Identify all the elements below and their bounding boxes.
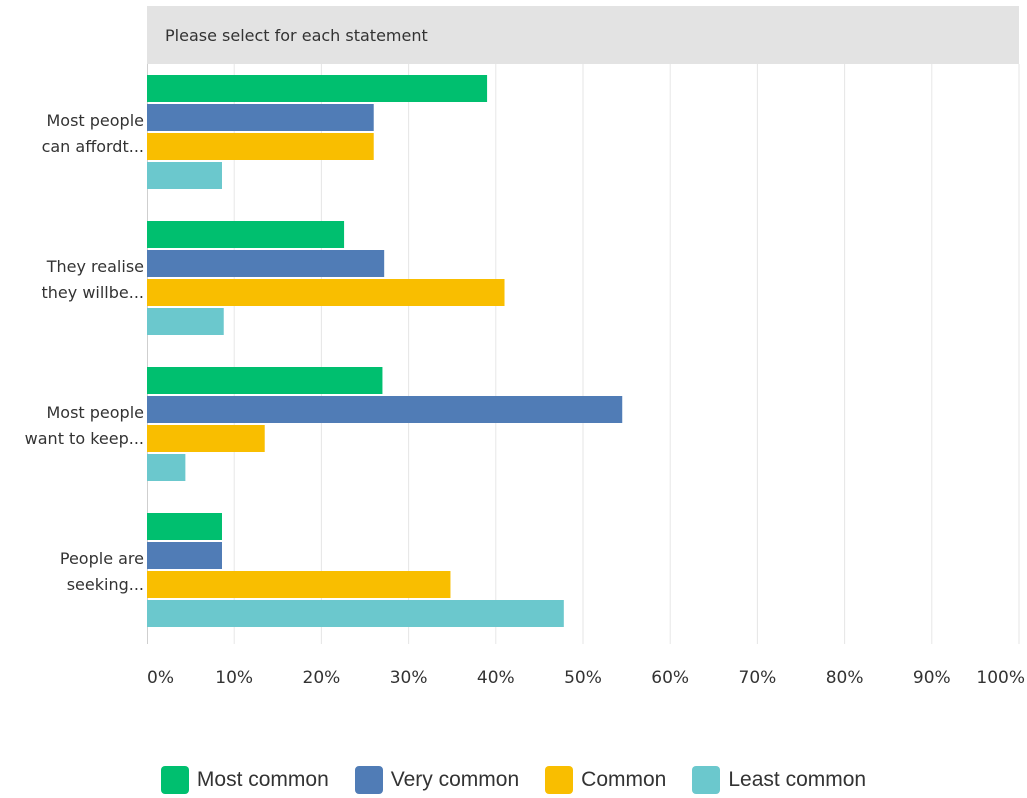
category-label: they willbe... (42, 283, 145, 302)
bar (147, 162, 222, 189)
x-tick-label: 70% (739, 668, 777, 688)
x-tick-label: 0% (147, 668, 174, 688)
x-tick-label: 60% (651, 668, 689, 688)
legend-item: Most common (160, 766, 329, 794)
legend-swatch (354, 766, 383, 794)
chart-header-band (147, 6, 1019, 64)
legend-swatch (545, 766, 574, 794)
bar (147, 279, 505, 306)
legend-label: Common (581, 768, 667, 791)
bar (147, 425, 265, 452)
legend-label: Least common (728, 768, 867, 791)
bar (147, 454, 186, 481)
bar (147, 308, 224, 335)
category-label: Most people (46, 111, 144, 130)
bar (147, 571, 451, 598)
bar-chart: Please select for each statement Most pe… (25, 6, 1025, 688)
legend-label: Very common (390, 768, 520, 791)
category-label: seeking... (67, 575, 144, 594)
x-tick-label: 30% (390, 668, 428, 688)
x-tick-label: 50% (564, 668, 602, 688)
bar (147, 396, 623, 423)
legend-item: Very common (354, 766, 520, 794)
category-label: want to keep... (25, 429, 144, 448)
category-labels: Most people can affordt... They realise the… (25, 111, 144, 594)
category-label: People are (60, 549, 144, 568)
bar (147, 367, 383, 394)
bar (147, 542, 222, 569)
x-tick-label: 100% (976, 668, 1025, 688)
grid-lines (233, 64, 1020, 644)
category-label: can affordt... (42, 137, 144, 156)
category-label: Most people (46, 403, 144, 422)
bar (147, 104, 374, 131)
legend-item: Common (545, 766, 666, 794)
bar (147, 513, 222, 540)
bar (147, 250, 385, 277)
legend-item: Least common (692, 766, 866, 794)
chart-header: Please select for each statement (165, 26, 428, 45)
bar (147, 133, 374, 160)
bars (147, 75, 623, 627)
bar (147, 75, 488, 102)
legend-swatch (692, 766, 721, 794)
legend-swatch (160, 766, 189, 794)
x-tick-labels: 0% 10% 20% 30% 40% 50% 60% 70% 80% 90% 100% (147, 668, 1025, 688)
bar (147, 600, 564, 627)
x-tick-label: 20% (303, 668, 341, 688)
x-tick-label: 90% (913, 668, 951, 688)
bar (147, 221, 345, 248)
x-tick-label: 40% (477, 668, 515, 688)
legend: Most common Very common Common Least common (0, 762, 1027, 798)
legend-label: Most common (196, 768, 329, 791)
x-tick-label: 10% (215, 668, 253, 688)
x-tick-label: 80% (826, 668, 864, 688)
category-label: They realise (46, 257, 144, 276)
